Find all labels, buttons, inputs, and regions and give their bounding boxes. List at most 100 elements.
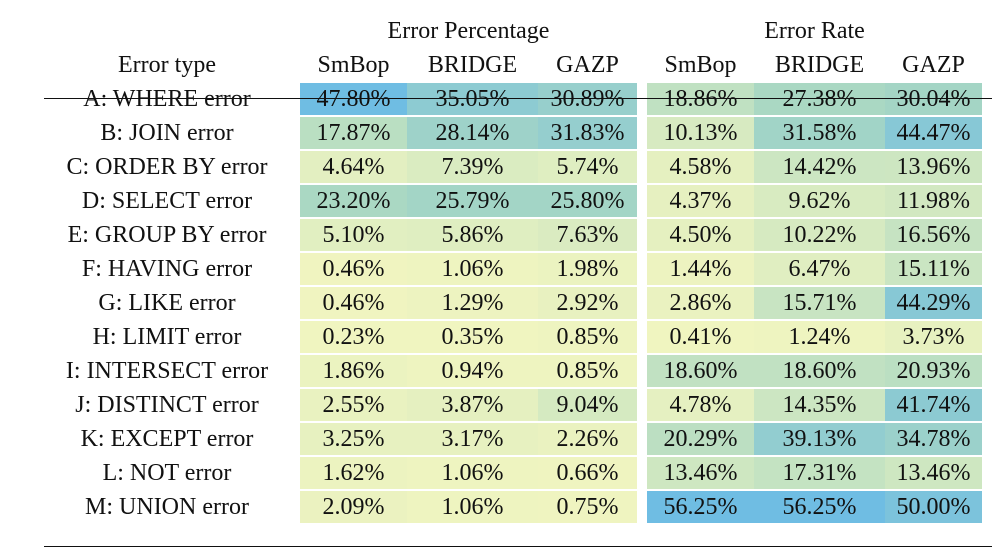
table-cell: 18.86% [647,83,754,115]
table-cell: 30.04% [885,83,982,115]
column-header-pct-bridge: BRIDGE [427,52,518,78]
table-cell: 35.05% [407,83,538,115]
table-cell: 0.35% [407,321,538,353]
row-label: F: HAVING error [81,256,253,282]
table-cell: 4.50% [647,219,754,251]
table-cell: 1.06% [407,491,538,523]
column-header-pct-smbop: SmBop [317,52,390,78]
table-cell: 5.74% [538,151,637,183]
table-cell: 5.10% [300,219,407,251]
table-cell: 0.41% [647,321,754,353]
table-cell: 4.37% [647,185,754,217]
table-cell: 20.29% [647,423,754,455]
header-row-columns: Error type SmBop BRIDGE GAZP SmBop BRIDG… [44,48,994,82]
column-header-rate-bridge: BRIDGE [774,52,865,78]
table-cell: 1.06% [407,457,538,489]
table-cell: 41.74% [885,389,982,421]
row-label: A: WHERE error [83,86,251,112]
table-cell: 20.93% [885,355,982,387]
table-cell: 28.14% [407,117,538,149]
table-row: B: JOIN error 17.87% 28.14% 31.83% 10.13% 31.… [44,116,994,150]
table-row: I: INTERSECT error 1.86% 0.94% 0.85% 18.60% 1… [44,354,994,388]
table-cell: 10.13% [647,117,754,149]
table-cell: 2.86% [647,287,754,319]
table-cell: 27.38% [754,83,885,115]
column-header-error-type: Error type [118,52,216,78]
row-label: C: ORDER BY error [66,154,268,180]
table-body: A: WHERE error 47.80% 35.05% 30.89% 18.86% 27… [44,82,994,524]
table-cell: 1.62% [300,457,407,489]
table-cell: 16.56% [885,219,982,251]
table-cell: 13.46% [647,457,754,489]
table-row: J: DISTINCT error 2.55% 3.87% 9.04% 4.78% 14.… [44,388,994,422]
table-cell: 44.47% [885,117,982,149]
table-cell: 31.83% [538,117,637,149]
table-row: A: WHERE error 47.80% 35.05% 30.89% 18.86% 27… [44,82,994,116]
column-header-pct-gazp: GAZP [556,52,619,78]
table-cell: 44.29% [885,287,982,319]
table-row: K: EXCEPT error 3.25% 3.17% 2.26% 20.29% 39.1… [44,422,994,456]
table-cell: 3.25% [300,423,407,455]
table-cell: 17.87% [300,117,407,149]
table-row: D: SELECT error 23.20% 25.79% 25.80% 4.37% 9.… [44,184,994,218]
group-header-error-percentage: Error Percentage [387,18,550,44]
table-cell: 15.11% [885,253,982,285]
table-cell: 3.87% [407,389,538,421]
error-analysis-table: Error Percentage Error Rate Error type S… [44,14,994,547]
row-label: I: INTERSECT error [65,358,269,384]
group-header-error-rate: Error Rate [764,18,865,44]
row-label: B: JOIN error [100,120,234,146]
table-row: E: GROUP BY error 5.10% 5.86% 7.63% 4.50% 10.… [44,218,994,252]
table-cell: 14.35% [754,389,885,421]
table-cell: 2.55% [300,389,407,421]
table-cell: 0.23% [300,321,407,353]
row-label: M: UNION error [85,494,249,520]
table-cell: 39.13% [754,423,885,455]
header-row-groups: Error Percentage Error Rate [44,14,994,48]
table-row: H: LIMIT error 0.23% 0.35% 0.85% 0.41% 1.24% 3… [44,320,994,354]
table-cell: 7.63% [538,219,637,251]
table-cell: 1.29% [407,287,538,319]
row-label: D: SELECT error [81,188,253,214]
table-cell: 17.31% [754,457,885,489]
table-cell: 56.25% [754,491,885,523]
table-row: G: LIKE error 0.46% 1.29% 2.92% 2.86% 15.71% 4… [44,286,994,320]
table-cell: 0.85% [538,355,637,387]
table-cell: 47.80% [300,83,407,115]
table-cell: 30.89% [538,83,637,115]
table-cell: 50.00% [885,491,982,523]
table-cell: 6.47% [754,253,885,285]
table-cell: 25.79% [407,185,538,217]
column-header-rate-gazp: GAZP [902,52,965,78]
table-cell: 25.80% [538,185,637,217]
table-cell: 18.60% [647,355,754,387]
table-cell: 13.96% [885,151,982,183]
table-cell: 1.86% [300,355,407,387]
table-cell: 0.46% [300,253,407,285]
table-row: M: UNION error 2.09% 1.06% 0.75% 56.25% 56.25… [44,490,994,524]
table-cell: 3.17% [407,423,538,455]
table-cell: 34.78% [885,423,982,455]
table-cell: 1.06% [407,253,538,285]
row-label: K: EXCEPT error [80,426,254,452]
table-cell: 2.26% [538,423,637,455]
column-header-rate-smbop: SmBop [664,52,737,78]
table-cell: 9.04% [538,389,637,421]
row-label: H: LIMIT error [92,324,242,350]
table-cell: 31.58% [754,117,885,149]
table-cell: 0.66% [538,457,637,489]
table-cell: 2.92% [538,287,637,319]
row-label: L: NOT error [102,460,232,486]
table-row: C: ORDER BY error 4.64% 7.39% 5.74% 4.58% 14.… [44,150,994,184]
table-cell: 14.42% [754,151,885,183]
table-cell: 0.85% [538,321,637,353]
row-label: J: DISTINCT error [75,392,259,418]
table-cell: 5.86% [407,219,538,251]
table-cell: 9.62% [754,185,885,217]
header-rule [44,98,992,99]
table-cell: 1.44% [647,253,754,285]
table-row: F: HAVING error 0.46% 1.06% 1.98% 1.44% 6.47%… [44,252,994,286]
table-cell: 1.24% [754,321,885,353]
table-cell: 7.39% [407,151,538,183]
table-cell: 0.75% [538,491,637,523]
